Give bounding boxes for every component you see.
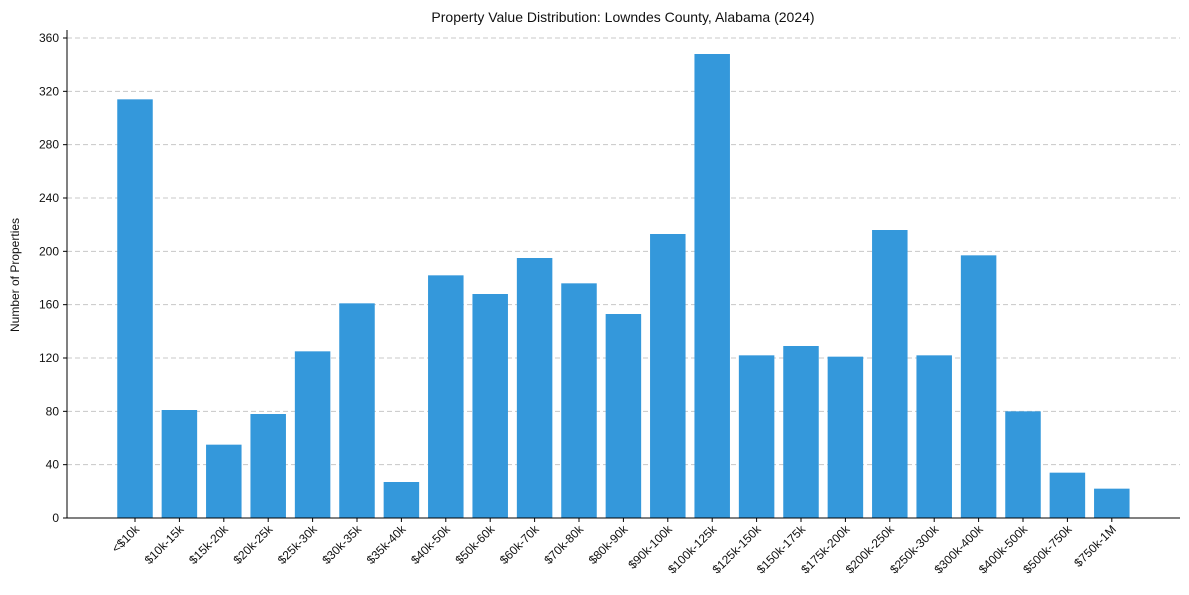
x-tick-label: $40k-50k	[408, 522, 454, 568]
bar	[561, 283, 597, 518]
y-tick-label: 80	[46, 404, 60, 418]
bar	[916, 355, 952, 518]
y-tick-label: 360	[39, 31, 59, 45]
x-tick-label: $70k-80k	[541, 522, 587, 568]
bar	[960, 255, 997, 519]
x-tick-label: <$10k	[109, 522, 143, 556]
y-tick-label: 320	[39, 84, 59, 98]
bar	[294, 351, 331, 518]
x-ticks: <$10k $10k-15k $15k-20k $20k-25k $25k-30k $30…	[109, 518, 1119, 576]
bar	[1094, 488, 1130, 518]
y-tick-label: 120	[39, 351, 59, 365]
bar	[1049, 472, 1086, 518]
x-tick-label: $500k-750k	[1020, 522, 1075, 577]
bar	[738, 355, 775, 518]
x-tick-label: $15k-20k	[186, 522, 232, 568]
y-tick-label: 200	[39, 244, 59, 258]
y-ticks: 0 40 80 120 160 200 240 280 320 360	[39, 31, 67, 525]
x-tick-label: $80k-90k	[586, 522, 632, 568]
bars	[117, 54, 1130, 519]
bar	[694, 54, 730, 518]
x-tick-label: $50k-60k	[453, 522, 499, 568]
bar	[117, 99, 153, 518]
bar	[161, 410, 198, 518]
x-tick-label: $30k-35k	[319, 522, 365, 568]
bar	[827, 356, 864, 518]
bar	[650, 234, 686, 518]
x-tick-label: $20k-25k	[231, 522, 277, 568]
bar	[383, 482, 420, 518]
bar	[472, 294, 508, 518]
bar	[206, 444, 242, 518]
bar	[872, 230, 908, 518]
x-tick-label: $25k-30k	[275, 522, 321, 568]
bar	[516, 258, 553, 518]
chart-title: Property Value Distribution: Lowndes Cou…	[431, 9, 814, 25]
bar	[250, 414, 286, 518]
bar	[339, 303, 375, 518]
y-tick-label: 160	[39, 298, 59, 312]
y-tick-label: 40	[46, 458, 60, 472]
y-tick-label: 240	[39, 191, 59, 205]
y-tick-label: 0	[52, 511, 59, 525]
bar	[605, 314, 642, 518]
y-tick-label: 280	[39, 138, 59, 152]
bar	[783, 346, 819, 518]
bar	[428, 275, 464, 518]
y-axis-label: Number of Properties	[8, 218, 22, 332]
x-tick-label: $60k-70k	[497, 522, 543, 568]
x-tick-label: $750k-1M	[1071, 522, 1119, 570]
bar	[1005, 411, 1041, 518]
x-tick-label: $10k-15k	[142, 522, 188, 568]
x-tick-label: $35k-40k	[364, 522, 410, 568]
